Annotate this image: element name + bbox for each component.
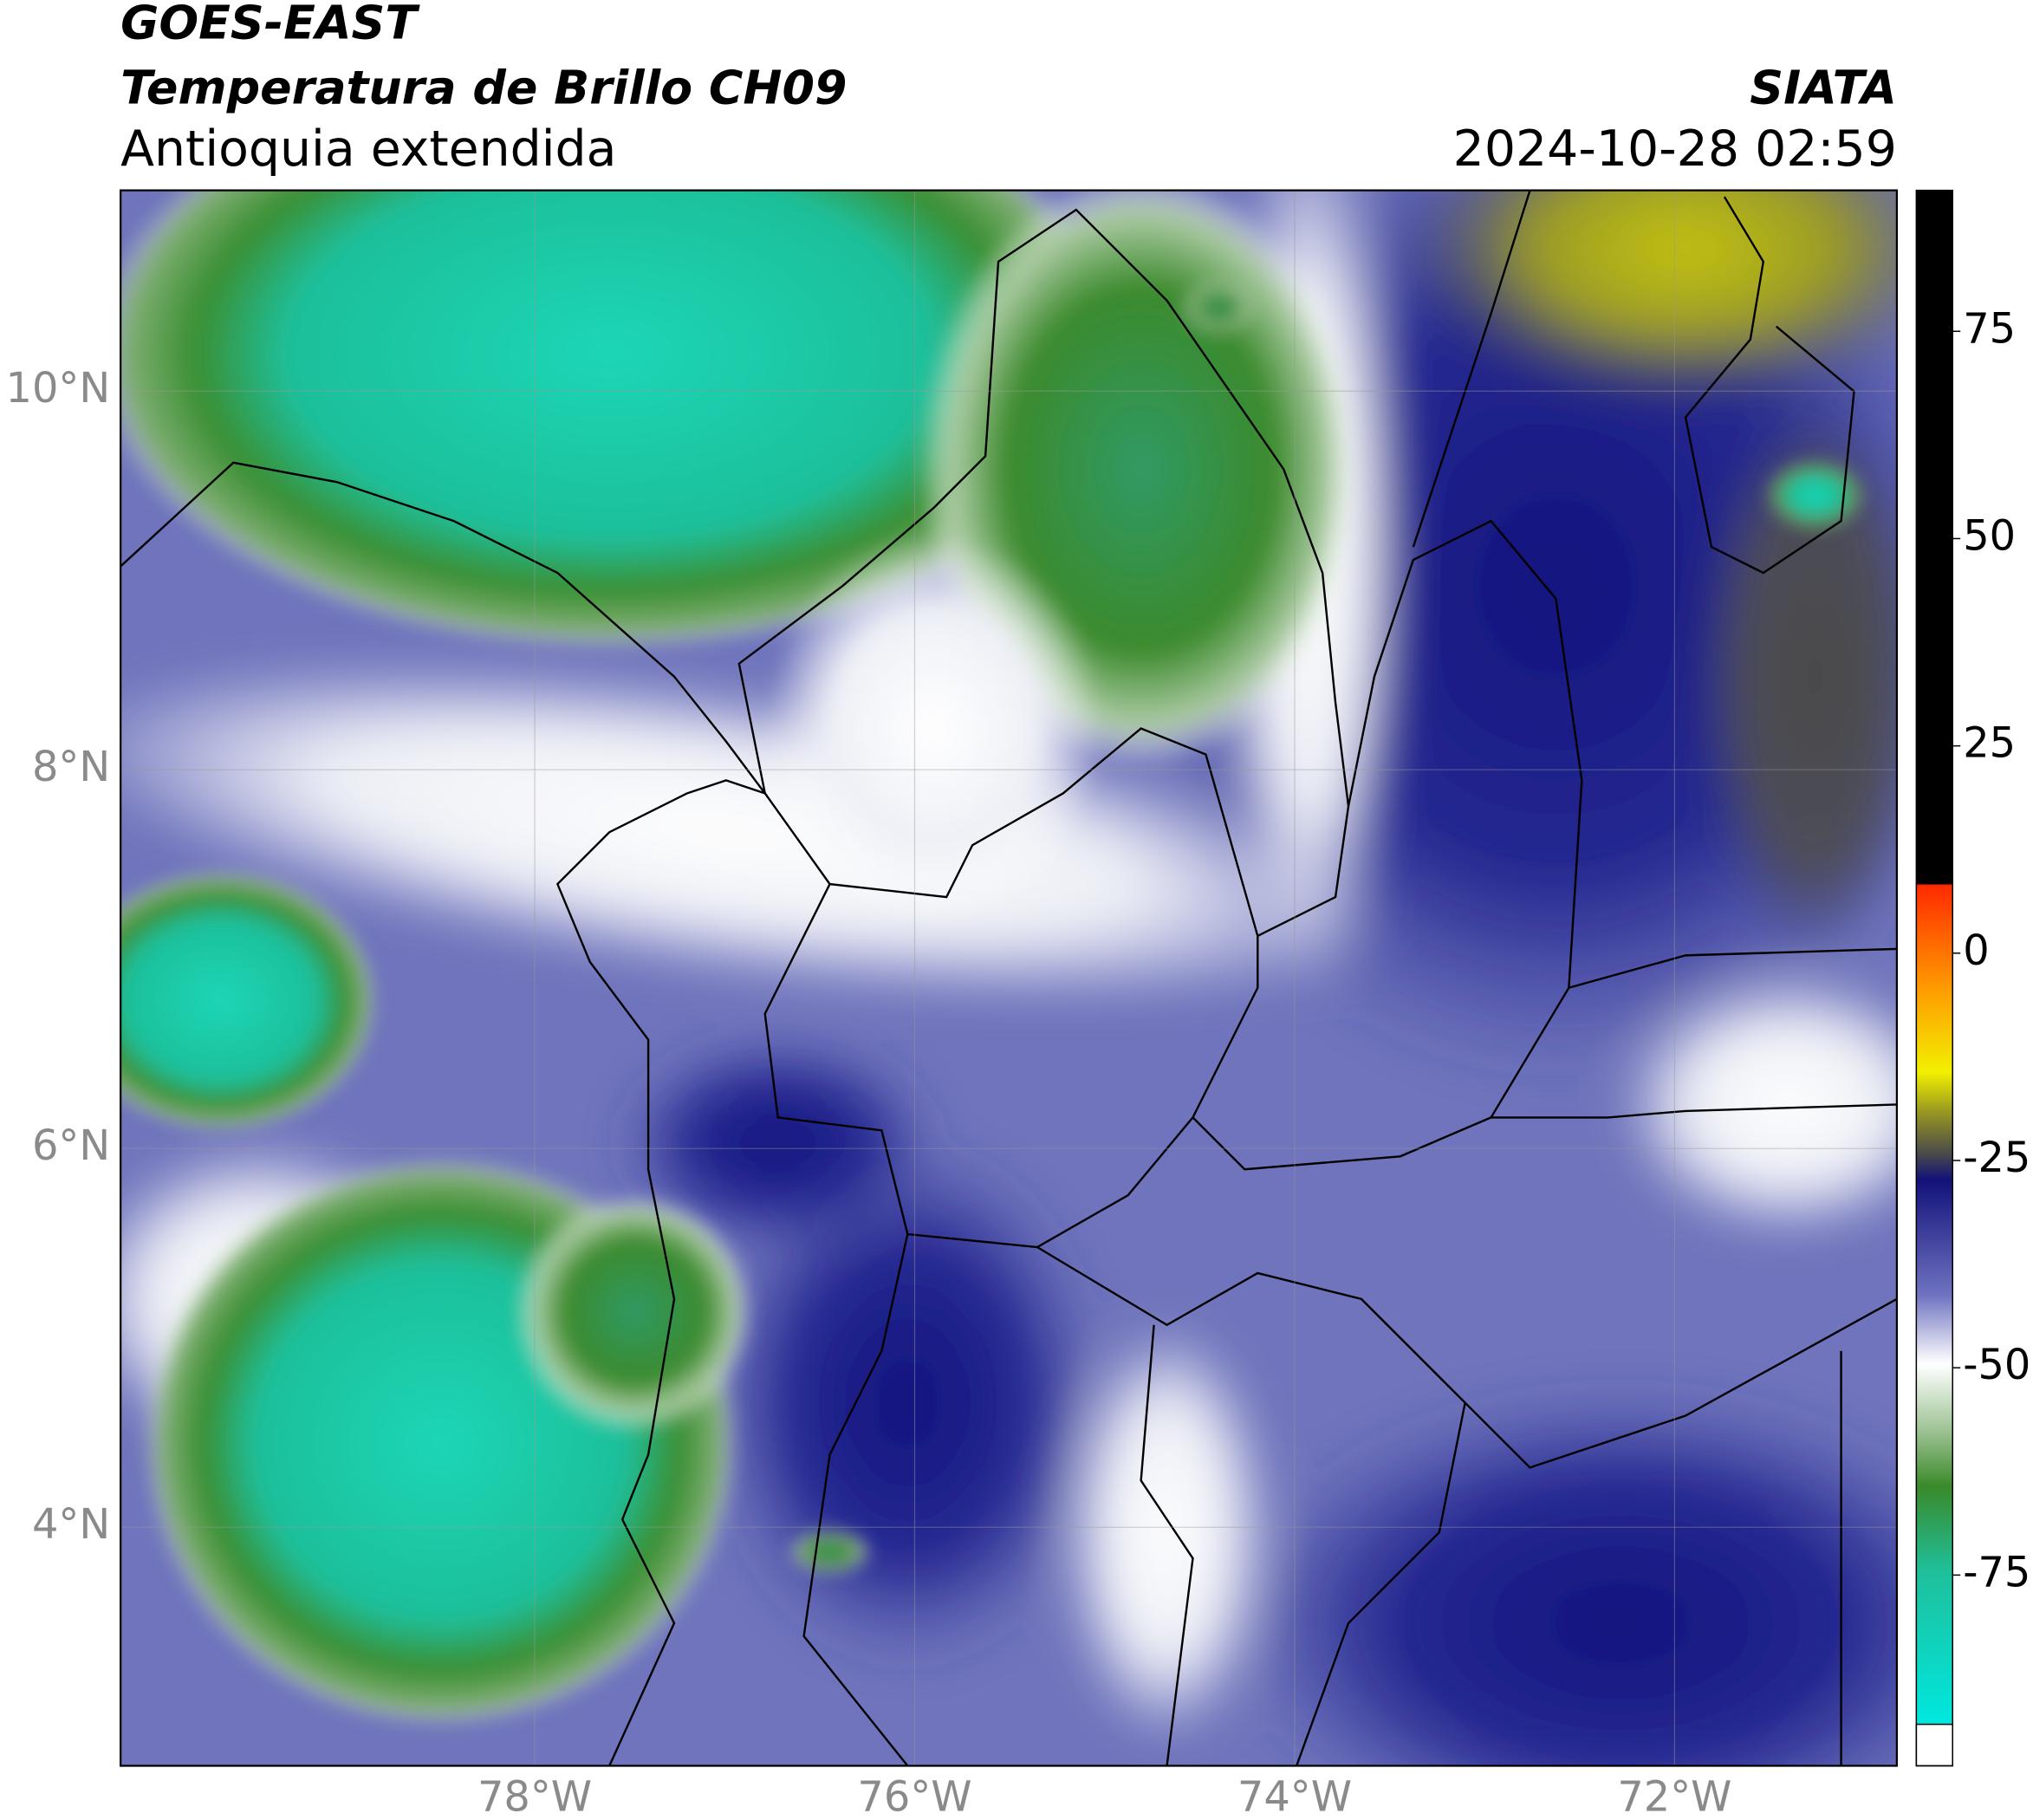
colorbar-tick-label: -50: [1963, 1342, 2030, 1389]
colorbar-tick-label: 25: [1963, 720, 2016, 768]
y-tick-label: 4°N: [32, 1501, 110, 1549]
grid: [120, 190, 1897, 1766]
region-title: Antioquia extendida: [120, 120, 616, 178]
x-tick-label: 76°W: [857, 1773, 971, 1820]
y-tick-label: 10°N: [6, 365, 111, 413]
source-title: GOES-EAST: [120, 0, 420, 50]
satellite-image: [120, 190, 1897, 1766]
colorbar-frame: [1915, 189, 1953, 1767]
colorbar-tick-label: -75: [1963, 1549, 2030, 1596]
organization: SIATA: [1750, 60, 1897, 114]
x-tick-label: 72°W: [1617, 1773, 1731, 1820]
map-frame: [120, 189, 1899, 1767]
colorbar-tick-label: 0: [1963, 927, 1989, 975]
product-title: Temperatura de Brillo CH09: [120, 60, 847, 114]
colorbar-tick-label: -25: [1963, 1134, 2030, 1182]
x-tick-label: 78°W: [477, 1773, 592, 1820]
borders: [120, 190, 1897, 1766]
colorbar: [1916, 190, 1953, 1725]
datetime: 2024-10-28 02:59: [1453, 120, 1897, 178]
y-tick-label: 6°N: [32, 1122, 110, 1170]
y-tick-label: 8°N: [32, 744, 110, 791]
colorbar-tick-label: 75: [1963, 305, 2016, 353]
colorbar-under: [1915, 1723, 1953, 1767]
colorbar-tick-label: 50: [1963, 512, 2016, 560]
x-tick-label: 74°W: [1237, 1773, 1352, 1820]
